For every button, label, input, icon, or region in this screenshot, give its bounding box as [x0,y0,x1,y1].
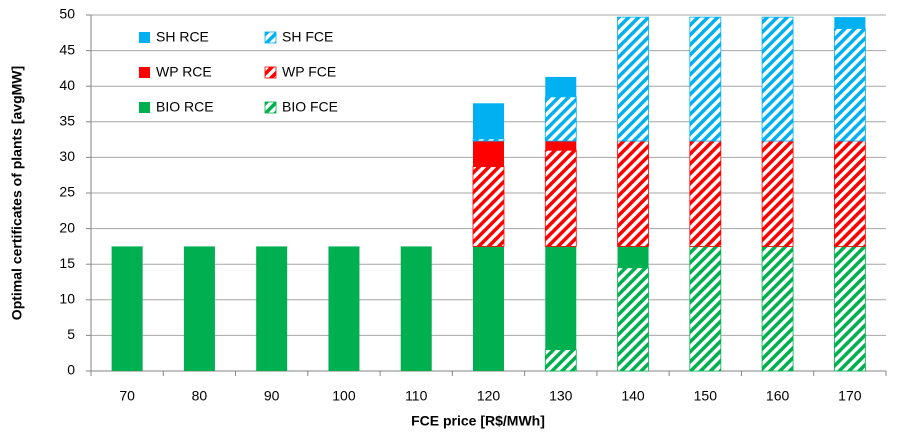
legend-label: SH RCE [156,29,209,45]
bar-segment [473,246,504,371]
x-tick-label: 90 [264,388,280,404]
bar-segment [689,140,722,247]
x-tick-label: 130 [549,388,573,404]
x-tick-label: 160 [766,388,790,404]
x-tick-label: 80 [192,388,208,404]
legend-label: WP FCE [282,64,336,80]
y-tick-label: 25 [59,184,75,200]
x-axis-label: FCE price [R$/MWh] [411,413,545,429]
bar-segment [545,246,577,350]
bar-segment [472,138,505,142]
legend-label: SH FCE [282,29,333,45]
x-tick-label: 110 [405,388,428,404]
bar-segment [689,245,722,372]
y-tick-label: 20 [59,219,75,235]
bar-segment [111,246,143,371]
bar-segment [473,141,504,167]
y-axis-label: Optimal certificates of plants [avgMW] [9,66,25,320]
bar-segment [833,28,866,142]
x-tick-label: 70 [119,388,135,404]
x-tick-label: 150 [694,388,718,404]
legend-swatch [139,32,150,43]
bar-segment [544,149,577,247]
y-tick-label: 10 [59,291,75,307]
y-tick-label: 35 [59,113,75,129]
legend-swatch [139,67,150,78]
bar-segment [545,141,577,151]
bar-segment [400,246,432,371]
bar-segment [473,103,504,139]
bar-segment [761,245,794,372]
bar-segment [834,17,866,29]
bar-segment [472,166,505,247]
legend-swatch [139,102,150,113]
x-tick-label: 140 [621,388,645,404]
y-tick-label: 40 [59,77,75,93]
y-tick-label: 15 [59,255,75,271]
x-tick-label: 100 [332,388,356,404]
y-tick-label: 0 [67,362,75,378]
y-tick-label: 30 [59,148,75,164]
bar-segment [761,16,794,142]
bar-segment [544,349,577,372]
legend-label: BIO RCE [156,99,214,115]
bar-segment [545,76,577,97]
bar-segment [183,246,215,371]
legend-swatch [264,31,277,44]
x-tick-label: 120 [477,388,501,404]
x-tick-label: 170 [838,388,862,404]
bar-segment [544,96,577,142]
bar-segment [617,267,649,372]
legend-label: BIO FCE [282,99,338,115]
y-tick-label: 5 [67,326,75,342]
bar-segment [256,246,288,371]
legend-swatch [264,101,277,114]
bar-segment [833,140,866,247]
legend-label: WP RCE [156,64,212,80]
bar-segment [617,246,649,268]
y-tick-label: 45 [59,41,75,57]
bar-segment [328,246,360,371]
bar-segment [761,140,794,247]
legend-swatch [264,66,277,79]
bar-segment [617,16,649,142]
y-tick-label: 50 [59,6,75,22]
bar-segment [617,140,649,247]
bar-segment [833,245,866,372]
bar-segment [689,16,722,142]
